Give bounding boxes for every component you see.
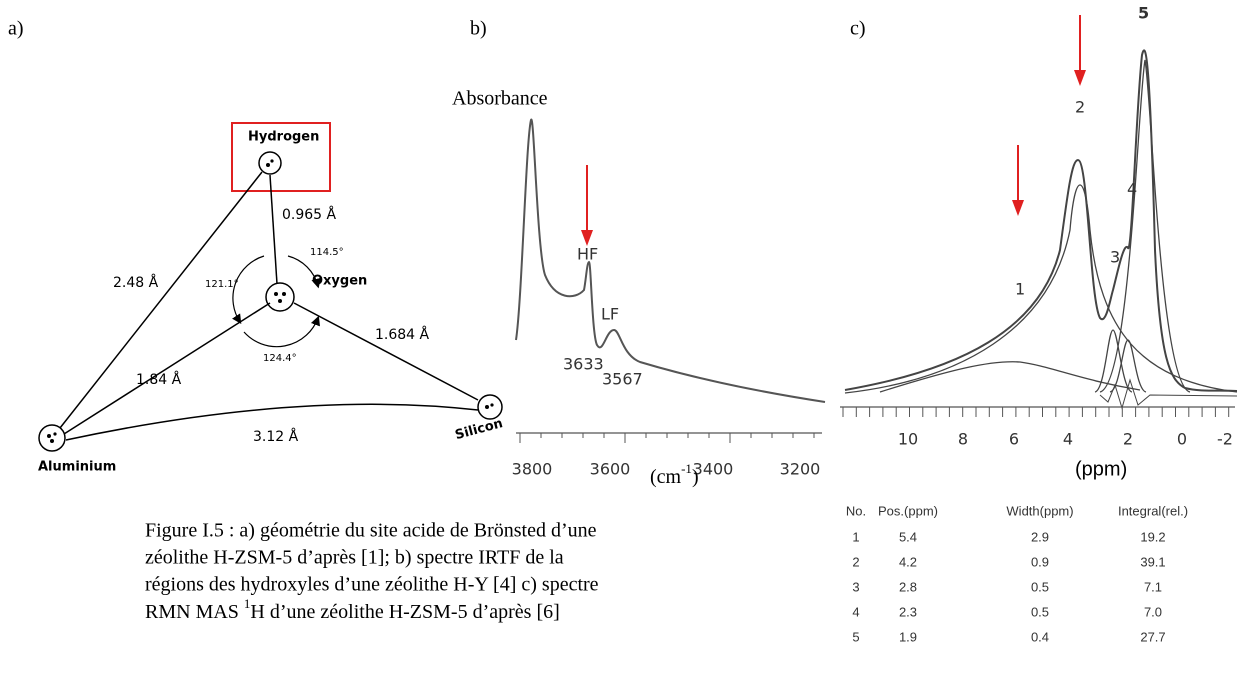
table-header: Pos.(ppm): [878, 503, 938, 518]
unit-exponent: -1: [681, 461, 692, 476]
angle: 124.4°: [263, 353, 297, 364]
table-cell: 39.1: [1140, 554, 1165, 569]
angle: 121.1°: [205, 279, 239, 290]
distance: 0.965 Å: [282, 206, 337, 223]
x-tick-label: 3400: [693, 460, 734, 479]
highlight-box: [231, 122, 331, 192]
table-header: Width(ppm): [1006, 503, 1073, 518]
distance: 1.684 Å: [375, 326, 430, 343]
panel-label: b): [470, 18, 487, 40]
table-cell: 3: [852, 579, 859, 594]
atom-label: Silicon: [454, 416, 505, 443]
axis-label: Absorbance: [452, 88, 548, 110]
distance: 2.48 Å: [113, 274, 159, 291]
table-header: Integral(rel.): [1118, 503, 1188, 518]
angle: 114.5°: [310, 247, 344, 258]
x-tick-label: 3600: [590, 460, 631, 479]
table-cell: 2.8: [899, 579, 917, 594]
table-cell: 4: [852, 604, 859, 619]
caption-text: H d’une zéolithe H-ZSM-5 d’après [6]: [250, 601, 559, 623]
structure: [38, 122, 503, 452]
table-cell: 0.4: [1031, 629, 1049, 644]
table-cell: 0.9: [1031, 554, 1049, 569]
distance: 1.84 Å: [136, 371, 182, 388]
peak-label: 4: [1127, 180, 1137, 199]
atom-dots: [47, 159, 494, 443]
table-cell: 5: [852, 629, 859, 644]
atom-label: Hydrogen: [248, 130, 319, 145]
peak-label: 3: [1110, 248, 1120, 267]
table: No. Pos.(ppm) Width(ppm) Integral(rel.) 1 5.4…: [846, 503, 1188, 644]
arrow: [1074, 15, 1086, 86]
arrow: [581, 165, 593, 246]
arrow: [1012, 145, 1024, 216]
peak-label: 1: [1015, 280, 1025, 299]
unit: ): [692, 466, 699, 488]
table-cell: 7.1: [1144, 579, 1162, 594]
bond: [293, 302, 479, 401]
x-tick-label: 4: [1063, 430, 1073, 449]
peak-label: HF: [577, 245, 598, 264]
table-cell: 0.5: [1031, 604, 1049, 619]
table-cell: 4.2: [899, 554, 917, 569]
table-cell: 19.2: [1140, 529, 1165, 544]
caption-line: Figure I.5 : a) géométrie du site acide …: [145, 520, 597, 542]
axis-ticks: [842, 407, 1230, 417]
table-cell: 0.5: [1031, 579, 1049, 594]
table-cell: 2.9: [1031, 529, 1049, 544]
caption-text: RMN MAS: [145, 601, 244, 623]
panel-label: a): [8, 18, 24, 40]
atom: [477, 394, 503, 420]
caption-line: zéolithe H-ZSM-5 d’après [1]; b) spectre…: [145, 547, 564, 569]
bond: [63, 302, 271, 435]
table-cell: 2.3: [899, 604, 917, 619]
atom: [258, 151, 282, 175]
peak-label: 5: [1138, 4, 1149, 23]
atom: [38, 424, 66, 452]
spectrum: [515, 118, 826, 403]
angle-arc: [232, 255, 265, 325]
x-tick-label: 0: [1177, 430, 1187, 449]
axis-ticks: [519, 433, 815, 443]
atom-label: Aluminium: [38, 460, 116, 475]
table-cell: 1.9: [899, 629, 917, 644]
peak-label: 2: [1075, 98, 1085, 117]
angle-arc: [287, 255, 321, 289]
table-cell: 2: [852, 554, 859, 569]
atom: [265, 282, 295, 312]
x-tick-label: 8: [958, 430, 968, 449]
table-cell: 1: [852, 529, 859, 544]
x-tick-label: 3200: [780, 460, 821, 479]
table-cell: 27.7: [1140, 629, 1165, 644]
x-unit: (cm-1): [650, 461, 699, 488]
table-header: No.: [846, 503, 866, 518]
x-tick-label: -2: [1217, 430, 1233, 449]
bond: [269, 174, 278, 285]
angle-arc: [243, 315, 320, 348]
x-unit: (ppm): [1075, 458, 1127, 480]
peak-label: LF: [601, 305, 619, 324]
peak-position: 3633: [563, 355, 604, 374]
x-tick-label: 2: [1123, 430, 1133, 449]
panel-label: c): [850, 18, 866, 40]
x-tick-label: 6: [1009, 430, 1019, 449]
caption-line: régions des hydroxyles d’une zéolithe H-…: [145, 574, 599, 596]
x-tick-label: 10: [898, 430, 918, 449]
peak-position: 3567: [602, 370, 643, 389]
bond: [65, 403, 479, 441]
table-cell: 5.4: [899, 529, 917, 544]
x-tick-label: 3800: [512, 460, 553, 479]
distance: 3.12 Å: [253, 428, 299, 445]
table-cell: 7.0: [1144, 604, 1162, 619]
nmr-curves: [844, 49, 1237, 410]
bond: [59, 171, 263, 429]
caption-line: RMN MAS 1H d’une zéolithe H-ZSM-5 d’aprè…: [145, 596, 560, 623]
atom-label: Oxygen: [312, 274, 367, 289]
unit: (cm: [650, 466, 682, 488]
superscript: 1: [244, 596, 251, 611]
